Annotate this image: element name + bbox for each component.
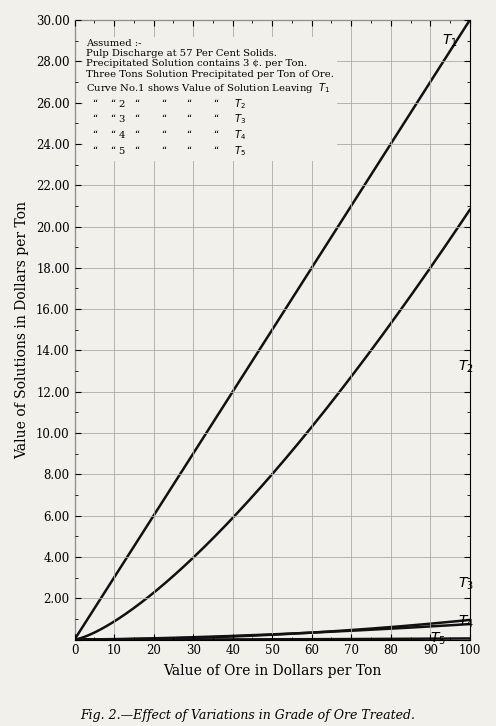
Y-axis label: Value of Solutions in Dollars per Ton: Value of Solutions in Dollars per Ton — [15, 201, 29, 459]
Text: Fig. 2.—Effect of Variations in Grade of Ore Treated.: Fig. 2.—Effect of Variations in Grade of… — [80, 709, 416, 722]
Text: $T_2$: $T_2$ — [458, 359, 474, 375]
Text: $T_3$: $T_3$ — [458, 576, 474, 592]
Text: $T_5$: $T_5$ — [431, 630, 446, 647]
Text: $T_4$: $T_4$ — [458, 613, 474, 630]
Text: $T_1$: $T_1$ — [442, 33, 458, 49]
Text: Assumed :-
Pulp Discharge at 57 Per Cent Solids.
Precipitated Solution contains : Assumed :- Pulp Discharge at 57 Per Cent… — [86, 38, 334, 158]
X-axis label: Value of Ore in Dollars per Ton: Value of Ore in Dollars per Ton — [163, 664, 381, 678]
